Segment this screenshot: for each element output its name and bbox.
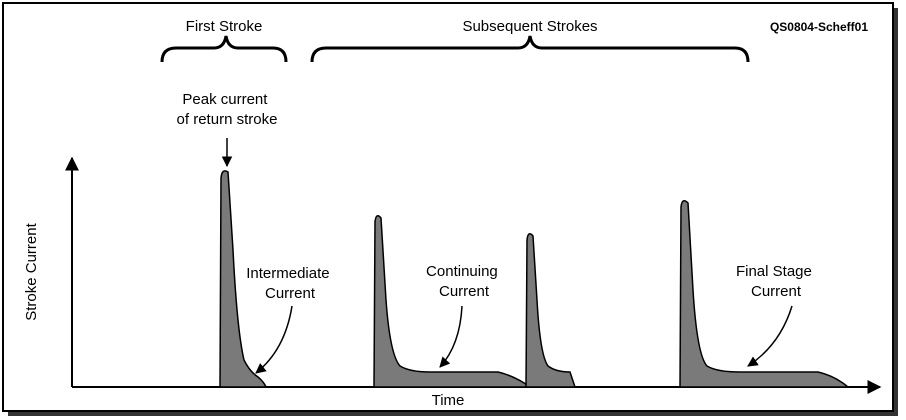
brace-subsequent (310, 35, 750, 63)
continuing-line: Continuing (426, 263, 498, 280)
continuing-line: Current (439, 283, 490, 300)
arrow-final (747, 305, 793, 367)
brace-first (160, 35, 288, 63)
x-axis-label: Time (432, 392, 465, 409)
final-stroke (679, 200, 851, 388)
arrow-continuing (439, 305, 463, 368)
intermediate-label: Intermediate Current (246, 265, 334, 302)
subsequent-stroke-1 (373, 215, 533, 388)
y-axis-label: Stroke Current (23, 222, 40, 320)
peak-label: Peak current of return stroke (177, 91, 278, 128)
subsequent-stroke-2 (525, 233, 577, 388)
subsequent-label: Subsequent Strokes (462, 18, 597, 35)
intermediate-line: Current (265, 285, 316, 302)
final-label: Final Stage Current (736, 263, 816, 300)
peak-line: of return stroke (177, 111, 278, 128)
arrow-intermediate (255, 305, 293, 374)
final-line: Final Stage (736, 263, 812, 280)
figure-code: QS0804-Scheff01 (770, 20, 868, 34)
frame (2, 2, 894, 412)
intermediate-line: Intermediate (246, 265, 329, 282)
final-line: Current (751, 283, 802, 300)
continuing-label: Continuing Current (426, 263, 502, 300)
peak-line: Peak current (182, 91, 268, 108)
first-stroke-label: First Stroke (186, 18, 263, 35)
first-stroke (219, 170, 268, 388)
